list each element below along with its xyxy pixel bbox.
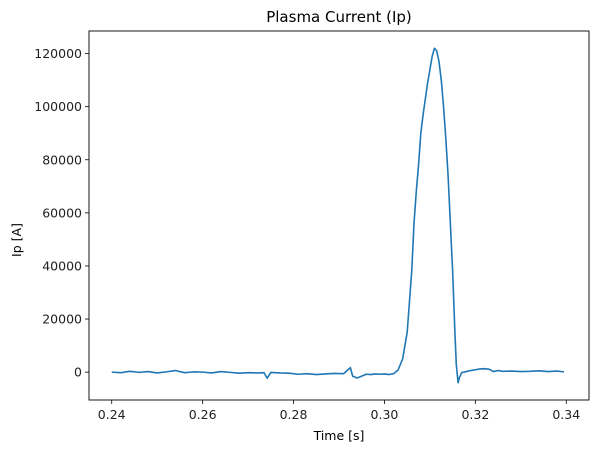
x-axis-title: Time [s] [313, 428, 365, 443]
y-tick-label: 20000 [42, 312, 82, 327]
x-tick-label: 0.24 [98, 407, 126, 422]
x-tick-label: 0.26 [189, 407, 217, 422]
x-tick-label: 0.28 [280, 407, 308, 422]
x-tick-label: 0.32 [461, 407, 489, 422]
y-tick-label: 80000 [42, 152, 82, 167]
y-tick-label: 100000 [34, 99, 82, 114]
x-tick-label: 0.30 [371, 407, 399, 422]
ip-series-line [111, 47, 565, 384]
y-axis-title: Ip [A] [9, 223, 24, 257]
y-tick-label: 120000 [34, 46, 82, 61]
y-tick-label: 60000 [42, 205, 82, 220]
x-tick-label: 0.34 [552, 407, 580, 422]
y-tick-label: 0 [74, 365, 82, 380]
chart-title: Plasma Current (Ip) [266, 8, 412, 26]
plot-frame [88, 30, 590, 401]
y-axis: 0 20000 40000 60000 80000 100000 120000 [34, 46, 89, 380]
x-axis: 0.24 0.26 0.28 0.30 0.32 0.34 [98, 400, 580, 422]
y-tick-label: 40000 [42, 258, 82, 273]
